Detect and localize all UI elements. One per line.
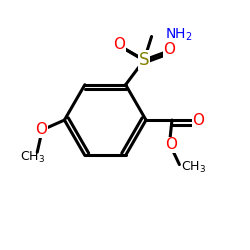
- Text: CH$_3$: CH$_3$: [20, 150, 45, 165]
- Text: NH$_2$: NH$_2$: [165, 27, 193, 44]
- Text: CH$_3$: CH$_3$: [180, 160, 206, 174]
- Text: O: O: [164, 42, 175, 57]
- Text: O: O: [114, 37, 126, 52]
- Text: O: O: [192, 112, 204, 128]
- Text: O: O: [165, 137, 177, 152]
- Text: S: S: [139, 51, 149, 69]
- Text: O: O: [35, 122, 47, 137]
